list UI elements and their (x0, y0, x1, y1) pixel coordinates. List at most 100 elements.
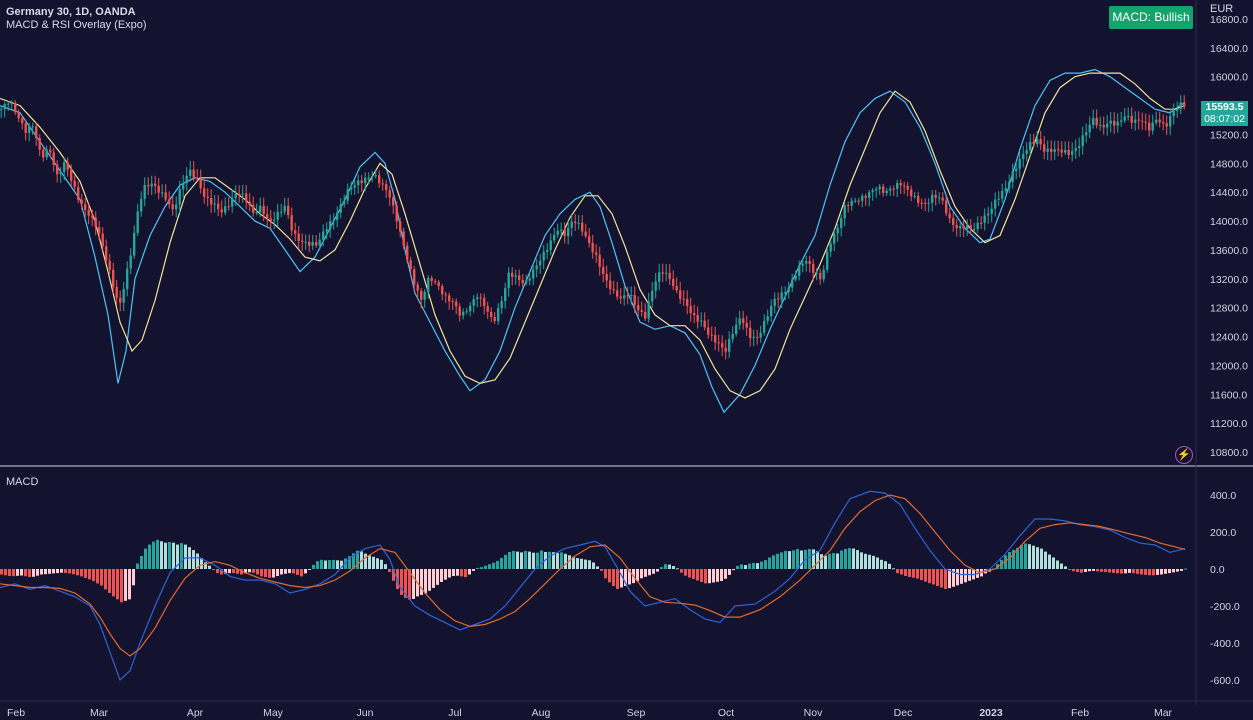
macd-histogram-bar (1052, 557, 1055, 569)
macd-histogram-bar (572, 556, 575, 569)
candle-body (1057, 149, 1060, 151)
candle-body (924, 202, 927, 204)
macd-histogram-bar (300, 569, 303, 577)
candle-body (248, 201, 251, 206)
candle-body (969, 225, 972, 230)
macd-histogram-bar (508, 552, 511, 569)
candle-body (231, 198, 234, 207)
macd-histogram-bar (168, 542, 171, 569)
candle-body (1081, 135, 1084, 147)
macd-histogram-bar (260, 569, 263, 577)
macd-histogram-bar (1020, 545, 1023, 569)
macd-histogram-bar (852, 548, 855, 569)
price-tick-label: 14800.0 (1210, 158, 1248, 170)
macd-histogram-bar (668, 564, 671, 569)
candle-body (276, 211, 279, 220)
candle-body (220, 209, 223, 213)
candle-body (210, 198, 213, 205)
candle-body (728, 339, 731, 352)
candle-body (906, 186, 909, 190)
candle-body (605, 273, 608, 281)
macd-histogram-bar (892, 568, 895, 570)
candle-body (623, 295, 626, 299)
macd-histogram-bar (144, 548, 147, 569)
candle-body (721, 343, 724, 348)
candle-body (1029, 142, 1032, 151)
signal-line (0, 494, 1186, 657)
candle-body (472, 299, 475, 306)
candle-body (28, 126, 31, 133)
candle-body (707, 327, 710, 335)
candle-body (854, 200, 857, 202)
candle-body (1137, 119, 1140, 121)
candle-body (875, 189, 878, 191)
macd-histogram-bar (1148, 569, 1151, 576)
macd-histogram-bar (404, 569, 407, 598)
macd-histogram-bar (900, 569, 903, 575)
macd-histogram-bar (148, 544, 151, 569)
candle-body (903, 185, 906, 187)
candle-body (409, 260, 412, 270)
macd-histogram-bar (664, 564, 667, 569)
last-price-label: 15593.5 (1201, 101, 1248, 114)
candle-body (371, 176, 374, 178)
candle-body (560, 229, 563, 231)
candle-body (206, 196, 209, 198)
macd-histogram-bar (512, 550, 515, 569)
candle-body (87, 209, 90, 216)
candle-body (458, 306, 461, 316)
macd-histogram-bar (948, 569, 951, 589)
macd-histogram-bar (176, 544, 179, 569)
macd-histogram-bar (372, 556, 375, 569)
macd-histogram-bar (548, 551, 551, 569)
candle-body (833, 233, 836, 244)
candle-body (353, 185, 356, 188)
macd-histogram-bar (832, 553, 835, 569)
macd-histogram-bar (500, 557, 503, 569)
candle-body (465, 311, 468, 313)
candle-body (483, 298, 486, 307)
candle-body (1116, 121, 1119, 126)
candle-body (84, 204, 87, 210)
macd-histogram-bar (860, 552, 863, 569)
candle-body (595, 252, 598, 255)
candle-body (140, 198, 143, 212)
candle-body (1067, 150, 1070, 155)
candle-body (703, 320, 706, 328)
candle-body (350, 187, 353, 190)
candle-body (777, 298, 780, 300)
candle-body (308, 241, 311, 246)
candle-body (290, 215, 293, 231)
macd-histogram-bar (768, 557, 771, 569)
macd-histogram-bar (1100, 569, 1103, 572)
macd-histogram-bar (364, 553, 367, 569)
macd-histogram-bar (756, 563, 759, 569)
month-label: Oct (718, 707, 734, 719)
lightning-icon[interactable]: ⚡ (1175, 446, 1193, 464)
candle-body (199, 178, 202, 189)
macd-histogram-bar (1184, 568, 1187, 570)
month-label: Dec (894, 707, 913, 719)
candle-body (682, 298, 685, 300)
macd-histogram-bar (64, 569, 67, 574)
symbol-title: Germany 30, 1D, OANDA (6, 6, 136, 18)
macd-histogram-bar (592, 562, 595, 569)
macd-histogram-bar (200, 557, 203, 569)
candle-body (1053, 149, 1056, 152)
candle-body (63, 162, 66, 172)
candle-body (1102, 125, 1105, 128)
candle-body (500, 301, 503, 309)
candle-body (1109, 120, 1112, 124)
macd-histogram-bar (720, 569, 723, 581)
candle-body (630, 295, 633, 297)
candle-body (1144, 121, 1147, 123)
candle-body (535, 265, 538, 270)
macd-histogram-bar (440, 569, 443, 582)
candle-body (164, 192, 167, 200)
macd-histogram-bar (216, 569, 219, 574)
indicator-title: MACD & RSI Overlay (Expo) (6, 19, 147, 31)
price-tick-label: 11200.0 (1210, 418, 1247, 430)
candle-body (94, 217, 97, 228)
candle-body (192, 169, 195, 178)
